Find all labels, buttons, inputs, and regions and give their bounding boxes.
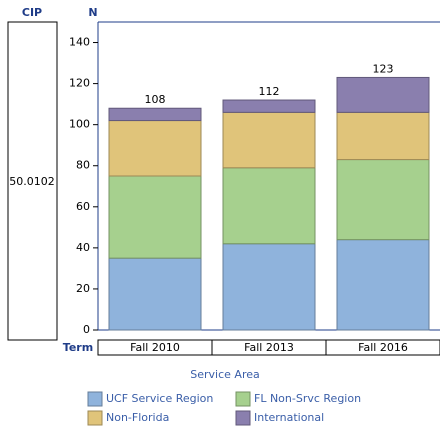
y-tick-label: 120: [69, 77, 90, 90]
cip-value: 50.0102: [9, 175, 55, 188]
y-tick-label: 80: [76, 159, 90, 172]
cip-header: CIP: [22, 6, 42, 19]
legend-label: International: [254, 411, 324, 424]
cip-cell: [7, 21, 58, 341]
x-axis-label: Term: [63, 341, 93, 354]
legend-swatch: [87, 391, 103, 407]
y-axis-label: N: [88, 6, 97, 19]
total-label: 108: [145, 93, 166, 106]
bar-segment: [108, 107, 202, 122]
x-tick-label: Fall 2016: [358, 341, 408, 354]
legend-label: UCF Service Region: [106, 392, 213, 405]
bar-segment: [336, 111, 430, 161]
x-tick-label: Fall 2013: [244, 341, 294, 354]
y-tick-label: 0: [83, 323, 90, 336]
bar-segment: [108, 120, 202, 177]
legend-label: Non-Florida: [106, 411, 169, 424]
legend-swatch: [235, 410, 251, 426]
legend-title: Service Area: [190, 368, 259, 381]
total-label: 112: [259, 85, 280, 98]
bar-segment: [336, 159, 430, 241]
legend-swatch: [87, 410, 103, 426]
bar-segment: [222, 243, 316, 331]
y-tick-label: 100: [69, 118, 90, 131]
total-label: 123: [373, 62, 394, 75]
bar-segment: [108, 175, 202, 259]
bar-segment: [108, 257, 202, 331]
x-tick-label: Fall 2010: [130, 341, 180, 354]
legend-label: FL Non-Srvc Region: [254, 392, 361, 405]
category-cell: [325, 339, 440, 356]
bar-segment: [336, 76, 430, 113]
bar-segment: [222, 111, 316, 169]
y-tick-label: 140: [69, 36, 90, 49]
legend-swatch: [235, 391, 251, 407]
bar-segment: [222, 167, 316, 245]
bar-segment: [336, 239, 430, 331]
y-tick-label: 20: [76, 282, 90, 295]
y-tick-label: 40: [76, 241, 90, 254]
y-tick-label: 60: [76, 200, 90, 213]
bar-segment: [222, 99, 316, 113]
